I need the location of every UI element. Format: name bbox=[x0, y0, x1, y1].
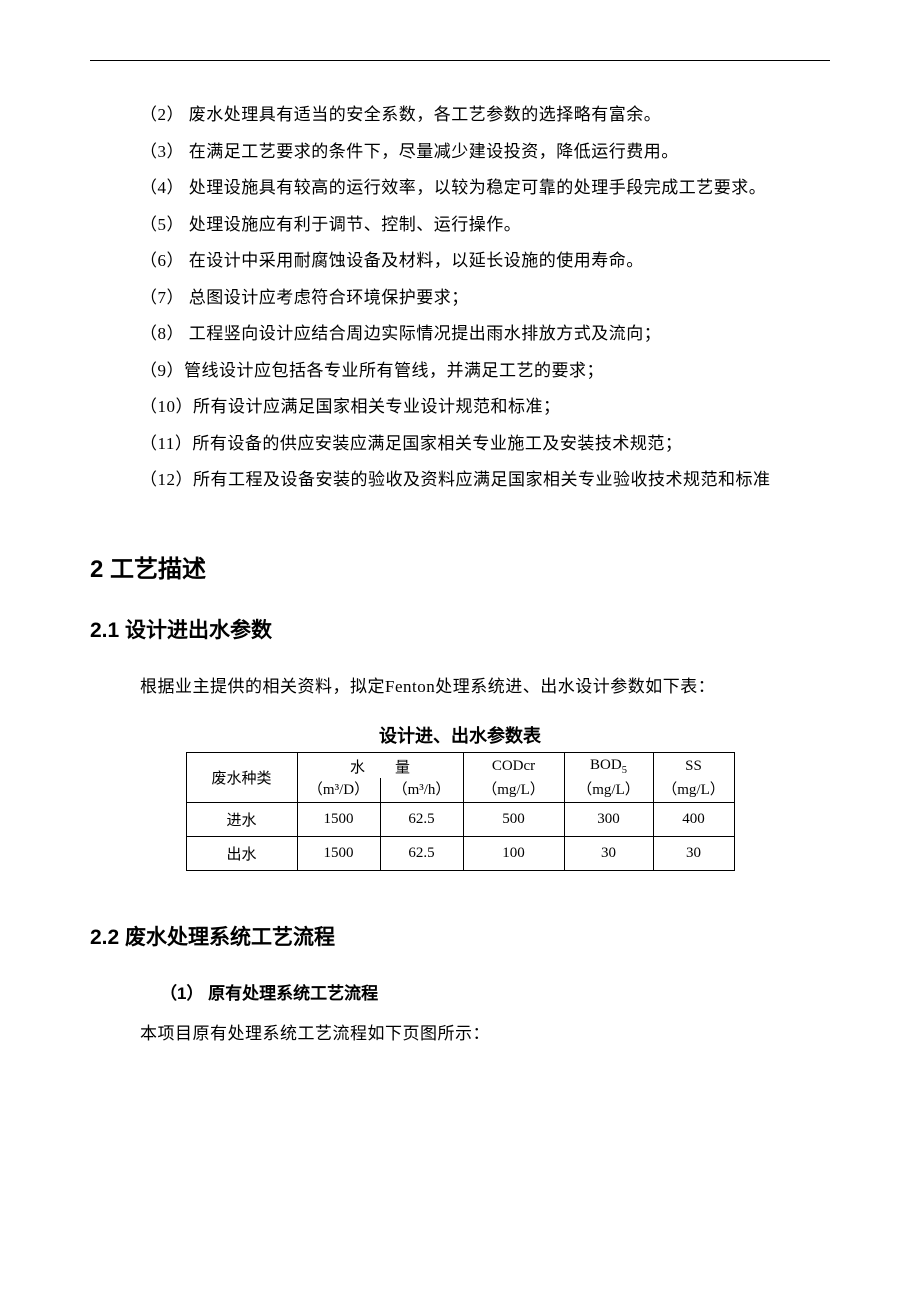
params-intro: 根据业主提供的相关资料，拟定Fenton处理系统进、出水设计参数如下表： bbox=[140, 670, 830, 704]
list-item-11: （11）所有设备的供应安装应满足国家相关专业施工及安装技术规范； bbox=[140, 426, 830, 463]
cell-type: 出水 bbox=[186, 837, 297, 871]
th-vol-d-unit: （m³/D） bbox=[297, 778, 380, 803]
th-ss-unit-text: （mg/L） bbox=[654, 778, 734, 802]
th-ss-unit: （mg/L） bbox=[653, 778, 734, 803]
th-type: 废水种类 bbox=[186, 753, 297, 803]
th-cod-label: CODcr bbox=[464, 755, 564, 776]
cell-vol-d: 1500 bbox=[297, 837, 380, 871]
flow-subheading: （1） 原有处理系统工艺流程 bbox=[160, 977, 830, 1011]
cell-bod: 300 bbox=[564, 803, 653, 837]
cell-type: 进水 bbox=[186, 803, 297, 837]
th-cod-unit-text: （mg/L） bbox=[464, 778, 564, 802]
th-bod: BOD5 bbox=[564, 753, 653, 779]
flow-intro: 本项目原有处理系统工艺流程如下页图所示： bbox=[140, 1017, 830, 1051]
list-item-8: （8） 工程竖向设计应结合周边实际情况提出雨水排放方式及流向； bbox=[140, 316, 830, 353]
table-row: 进水 1500 62.5 500 300 400 bbox=[186, 803, 734, 837]
params-table: 废水种类 水 量 CODcr BOD5 SS （m³/D） （m³/h） （mg… bbox=[186, 752, 735, 871]
th-cod-unit: （mg/L） bbox=[463, 778, 564, 803]
list-item-2: （2） 废水处理具有适当的安全系数，各工艺参数的选择略有富余。 bbox=[140, 97, 830, 134]
heading-process-flow: 2.2 废水处理系统工艺流程 bbox=[90, 921, 830, 951]
cell-ss: 400 bbox=[653, 803, 734, 837]
table-header-row: 废水种类 水 量 CODcr BOD5 SS bbox=[186, 753, 734, 779]
cell-cod: 500 bbox=[463, 803, 564, 837]
cell-vol-h: 62.5 bbox=[380, 803, 463, 837]
th-volume: 水 量 bbox=[297, 753, 463, 779]
list-item-6: （6） 在设计中采用耐腐蚀设备及材料，以延长设施的使用寿命。 bbox=[140, 243, 830, 280]
list-item-12: （12）所有工程及设备安装的验收及资料应满足国家相关专业验收技术规范和标准 bbox=[140, 462, 830, 499]
cell-ss: 30 bbox=[653, 837, 734, 871]
th-bod-label: BOD5 bbox=[565, 754, 653, 777]
list-item-7: （7） 总图设计应考虑符合环境保护要求； bbox=[140, 280, 830, 317]
list-item-10: （10）所有设计应满足国家相关专业设计规范和标准； bbox=[140, 389, 830, 426]
cell-vol-h: 62.5 bbox=[380, 837, 463, 871]
list-item-3: （3） 在满足工艺要求的条件下，尽量减少建设投资，降低运行费用。 bbox=[140, 134, 830, 171]
th-volume-label: 水 量 bbox=[298, 753, 463, 778]
page: （2） 废水处理具有适当的安全系数，各工艺参数的选择略有富余。 （3） 在满足工… bbox=[0, 0, 920, 1111]
th-vol-h-unit-text: （m³/h） bbox=[381, 778, 463, 802]
list-item-9: （9）管线设计应包括各专业所有管线，并满足工艺的要求； bbox=[140, 353, 830, 390]
heading-process-description: 2 工艺描述 bbox=[90, 549, 830, 584]
cell-cod: 100 bbox=[463, 837, 564, 871]
table-row: 出水 1500 62.5 100 30 30 bbox=[186, 837, 734, 871]
th-vol-d-unit-text: （m³/D） bbox=[298, 778, 380, 802]
list-item-5: （5） 处理设施应有利于调节、控制、运行操作。 bbox=[140, 207, 830, 244]
table-title: 设计进、出水参数表 bbox=[90, 722, 830, 748]
top-rule bbox=[90, 60, 830, 61]
cell-bod: 30 bbox=[564, 837, 653, 871]
list-item-4: （4） 处理设施具有较高的运行效率，以较为稳定可靠的处理手段完成工艺要求。 bbox=[140, 170, 830, 207]
th-ss-label: SS bbox=[654, 755, 734, 776]
th-ss: SS bbox=[653, 753, 734, 779]
th-bod-unit-text: （mg/L） bbox=[565, 778, 653, 802]
th-bod-unit: （mg/L） bbox=[564, 778, 653, 803]
th-vol-h-unit: （m³/h） bbox=[380, 778, 463, 803]
cell-vol-d: 1500 bbox=[297, 803, 380, 837]
th-cod: CODcr bbox=[463, 753, 564, 779]
heading-design-params: 2.1 设计进出水参数 bbox=[90, 614, 830, 644]
